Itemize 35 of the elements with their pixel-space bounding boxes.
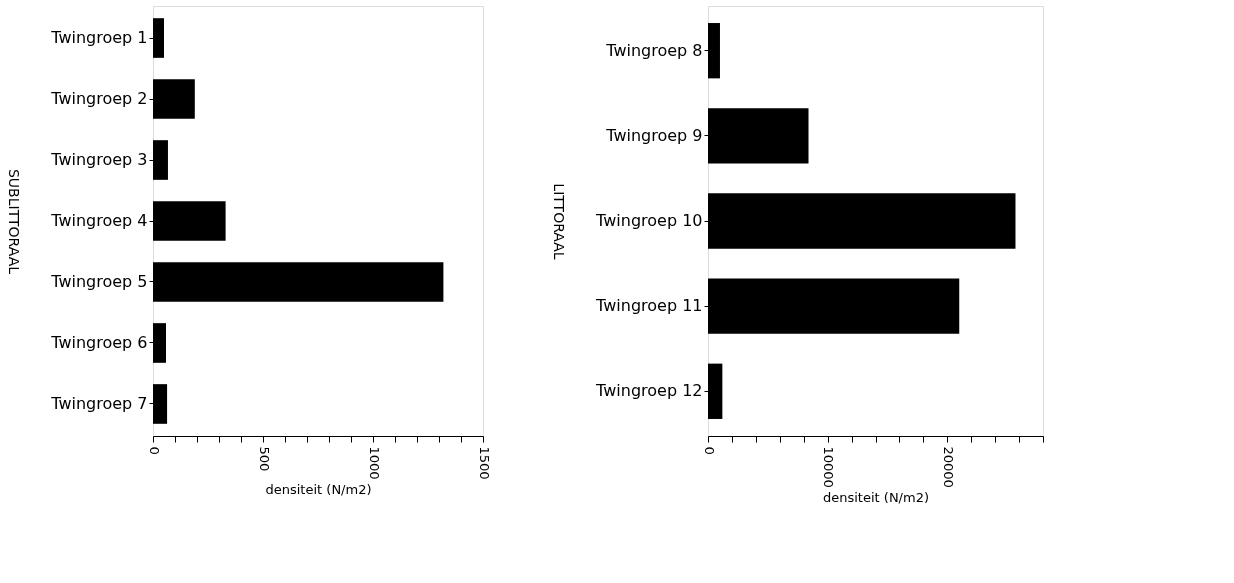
y-axis-title: LITTORAAL: [551, 183, 567, 260]
y-tick-label: Twingroep 10: [595, 211, 703, 230]
bar: [153, 262, 444, 302]
bar: [708, 23, 720, 79]
x-tick-label: 20000: [940, 446, 956, 488]
x-axis-title: densiteit (N/m2): [823, 489, 929, 505]
bar: [153, 201, 226, 241]
y-tick-label: Twingroep 11: [595, 296, 703, 316]
y-tick-label: Twingroep 7: [50, 393, 148, 413]
y-tick-label: Twingroep 4: [50, 211, 148, 230]
y-tick-label: Twingroep 8: [605, 40, 703, 60]
y-axis-title: SUBLITTORAAL: [6, 168, 23, 275]
bar: [708, 108, 809, 164]
x-tick-label: 0: [701, 446, 717, 455]
bar: [708, 363, 723, 419]
y-tick-label: Twingroep 1: [50, 28, 148, 48]
bar: [153, 140, 168, 180]
bar: [153, 79, 195, 119]
y-tick-label: Twingroep 5: [50, 271, 148, 291]
x-axis-title: densiteit (N/m2): [265, 481, 372, 497]
bar: [153, 18, 164, 58]
y-tick-label: Twingroep 12: [595, 381, 703, 401]
x-tick-label: 1500: [476, 446, 492, 480]
bar: [153, 384, 168, 424]
bar: [708, 278, 960, 334]
x-tick-label: 0: [146, 446, 162, 455]
bar: [153, 323, 166, 363]
bar: [708, 193, 1016, 249]
x-tick-label: 10000: [821, 446, 837, 488]
x-tick-label: 1000: [366, 446, 382, 480]
y-tick-label: Twingroep 9: [605, 125, 703, 145]
x-tick-label: 500: [256, 446, 272, 472]
y-tick-label: Twingroep 2: [50, 89, 148, 109]
y-tick-label: Twingroep 6: [50, 332, 148, 352]
y-tick-label: Twingroep 3: [50, 150, 148, 170]
